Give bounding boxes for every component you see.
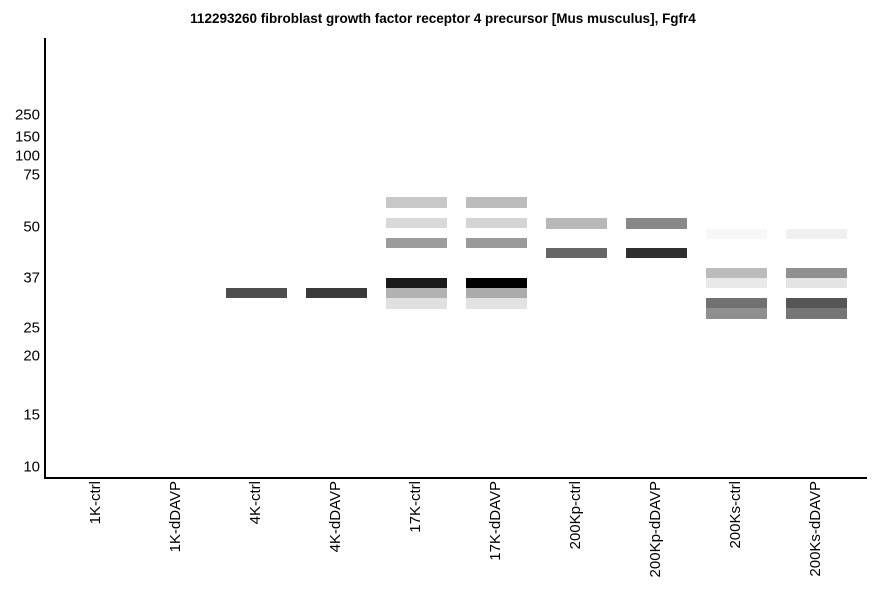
band-17K-ctrl-34kda [386, 288, 447, 298]
chart-title: 112293260 fibroblast growth factor recep… [190, 11, 696, 26]
band-17K-dDAVP-60kda [466, 197, 527, 208]
y-tick-label-20: 20 [23, 347, 40, 365]
lane-label-17K-ctrl: 17K-ctrl [407, 481, 424, 533]
band-200Ks-ctrl-36kda [706, 278, 767, 288]
y-tick-label-15: 15 [23, 406, 40, 424]
band-17K-dDAVP-36kda [466, 278, 527, 288]
band-200Kp-ctrl-43kda [546, 248, 607, 258]
y-tick-label-10: 10 [23, 458, 40, 476]
band-200Ks-dDAVP-38kda [786, 268, 847, 278]
band-200Ks-ctrl-30kda [706, 308, 767, 319]
band-4K-dDAVP-34kda [306, 288, 367, 298]
band-200Kp-ctrl-52kda [546, 218, 607, 229]
band-200Kp-dDAVP-52kda [626, 218, 687, 229]
y-tick-label-250: 250 [14, 106, 40, 124]
band-4K-ctrl-34kda [226, 288, 287, 298]
band-200Ks-dDAVP-36kda [786, 278, 847, 288]
y-tick-label-75: 75 [23, 166, 40, 184]
lane-label-17K-dDAVP: 17K-dDAVP [487, 481, 504, 561]
band-200Ks-ctrl-32kda [706, 298, 767, 308]
band-17K-ctrl-52kda [386, 218, 447, 228]
y-axis-line [44, 38, 46, 479]
band-200Ks-dDAVP-30kda [786, 308, 847, 319]
lane-label-200Kp-dDAVP: 200Kp-dDAVP [647, 481, 664, 578]
lane-label-1K-dDAVP: 1K-dDAVP [167, 481, 184, 553]
band-17K-ctrl-36kda [386, 278, 447, 288]
y-tick-label-50: 50 [23, 218, 40, 236]
lane-label-1K-ctrl: 1K-ctrl [87, 481, 104, 525]
x-axis-line [44, 477, 867, 479]
band-200Ks-dDAVP-32kda [786, 298, 847, 308]
lane-label-200Kp-ctrl: 200Kp-ctrl [567, 481, 584, 550]
band-200Kp-dDAVP-43kda [626, 248, 687, 258]
lane-label-4K-dDAVP: 4K-dDAVP [327, 481, 344, 553]
band-17K-dDAVP-52kda [466, 218, 527, 228]
band-200Ks-dDAVP-49kda [786, 229, 847, 239]
y-tick-label-37: 37 [23, 269, 40, 287]
y-tick-label-100: 100 [14, 147, 40, 165]
y-tick-label-150: 150 [14, 128, 40, 146]
lane-label-200Ks-dDAVP: 200Ks-dDAVP [807, 481, 824, 577]
band-17K-ctrl-46kda [386, 238, 447, 248]
band-17K-ctrl-32kda [386, 298, 447, 309]
y-tick-label-25: 25 [23, 319, 40, 337]
band-17K-dDAVP-46kda [466, 238, 527, 248]
band-200Ks-ctrl-38kda [706, 268, 767, 278]
band-17K-ctrl-60kda [386, 197, 447, 208]
lane-label-200Ks-ctrl: 200Ks-ctrl [727, 481, 744, 549]
band-17K-dDAVP-34kda [466, 288, 527, 298]
band-17K-dDAVP-32kda [466, 298, 527, 309]
lane-label-4K-ctrl: 4K-ctrl [247, 481, 264, 525]
band-200Ks-ctrl-49kda [706, 229, 767, 239]
